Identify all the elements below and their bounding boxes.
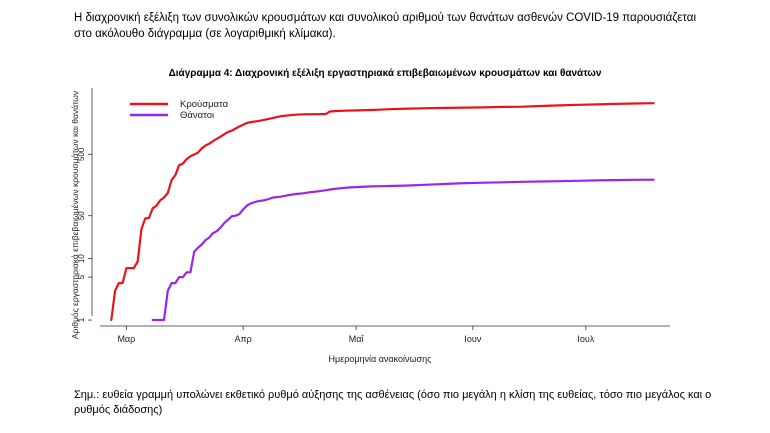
footnote: Σημ.: ευθεία γραμμή υπολώνει εκθετικό ρυ… — [74, 389, 712, 416]
x-tick-label: Ιουλ — [577, 334, 594, 344]
legend-label-cases: Κρούσματα — [180, 99, 229, 110]
y-tick-label: 1 — [77, 317, 86, 322]
x-axis-label: Ημερομηνία ανακοίνωσης — [329, 354, 433, 364]
x-tick-label: Μαρ — [117, 334, 135, 344]
chart-title: Διάγραμμα 4: Διαχρονική εξέλιξη εργαστηρ… — [168, 68, 602, 79]
y-tick-label: 50 — [77, 211, 86, 220]
intro-paragraph: Η διαχρονική εξέλιξη των συνολικών κρουσ… — [74, 12, 696, 40]
y-tick-label: 10 — [77, 254, 86, 263]
x-tick-label: Μαΐ — [349, 334, 365, 344]
legend-label-deaths: Θάνατοι — [180, 110, 214, 121]
x-tick-label: Ιουν — [464, 334, 481, 344]
y-tick-label: 500 — [77, 147, 86, 161]
y-axis-label: Αριθμός εργαστηριακά επιβεβαιωμένων κρου… — [70, 91, 80, 339]
series-line-deaths — [151, 178, 655, 322]
x-tick-label: Απρ — [234, 334, 251, 344]
series-line-cases — [110, 102, 655, 322]
y-tick-label: 5 — [77, 274, 86, 279]
